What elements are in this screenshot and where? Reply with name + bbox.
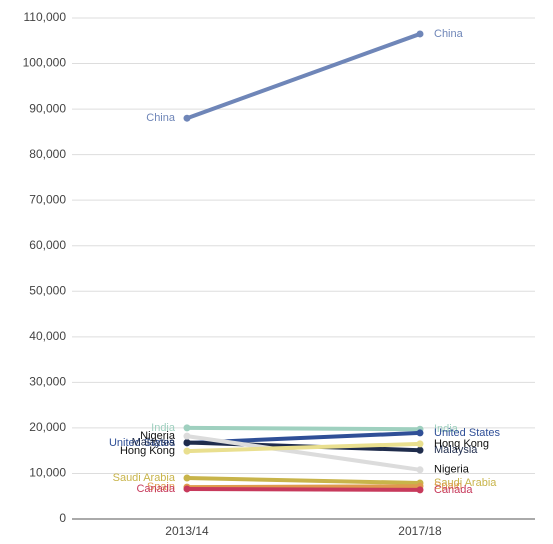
series-line <box>186 425 421 432</box>
y-tick-label: 80,000 <box>29 147 66 161</box>
y-tick-label: 10,000 <box>29 466 66 480</box>
series-point <box>416 446 424 454</box>
x-tick-label: 2013/14 <box>165 524 209 538</box>
series-label: United States <box>434 427 501 439</box>
series-point <box>416 30 424 38</box>
series-line <box>186 486 421 492</box>
series-label: Hong Kong <box>434 438 489 450</box>
series-label: China <box>146 112 176 124</box>
x-tick-label: 2017/18 <box>398 524 442 538</box>
y-tick-label: 20,000 <box>29 420 66 434</box>
y-tick-label: 110,000 <box>24 10 67 24</box>
series-point <box>183 432 191 440</box>
series-point <box>416 440 424 448</box>
series-label: Hong Kong <box>120 445 175 457</box>
series-label: India <box>151 422 176 434</box>
series-point <box>183 474 191 482</box>
series-point <box>416 466 424 474</box>
series-line <box>186 32 421 121</box>
series-label: Malaysia <box>434 444 478 456</box>
series-point <box>416 486 424 494</box>
series-point <box>183 114 191 122</box>
series-label: Nigeria <box>140 430 176 442</box>
series-line <box>186 484 421 490</box>
y-tick-label: 60,000 <box>29 238 66 252</box>
series-line <box>186 441 421 454</box>
series-label: Canada <box>136 483 175 495</box>
series-label: United States <box>109 437 176 449</box>
series-label: Spain <box>434 480 462 492</box>
y-tick-label: 40,000 <box>29 329 66 343</box>
series-label: Malaysia <box>132 436 176 448</box>
series-label: Saudi Arabia <box>113 472 176 484</box>
series-point <box>183 447 191 455</box>
series-label: Saudi Arabia <box>434 477 497 489</box>
series-point <box>416 429 424 437</box>
series-line <box>186 476 421 486</box>
series-label: Canada <box>434 484 473 496</box>
series-point <box>183 424 191 432</box>
series-label: China <box>434 28 464 40</box>
series-point <box>183 485 191 493</box>
series-point <box>183 438 191 446</box>
y-tick-label: 100,000 <box>23 56 67 70</box>
series-line <box>186 434 421 472</box>
y-tick-label: 90,000 <box>29 101 66 115</box>
y-tick-label: 0 <box>59 511 66 525</box>
y-tick-label: 50,000 <box>29 283 66 297</box>
series-label: Nigeria <box>434 464 470 476</box>
series-label: India <box>434 423 459 435</box>
series-label: Spain <box>147 481 175 493</box>
y-tick-label: 70,000 <box>29 192 66 206</box>
y-tick-label: 30,000 <box>29 375 66 389</box>
